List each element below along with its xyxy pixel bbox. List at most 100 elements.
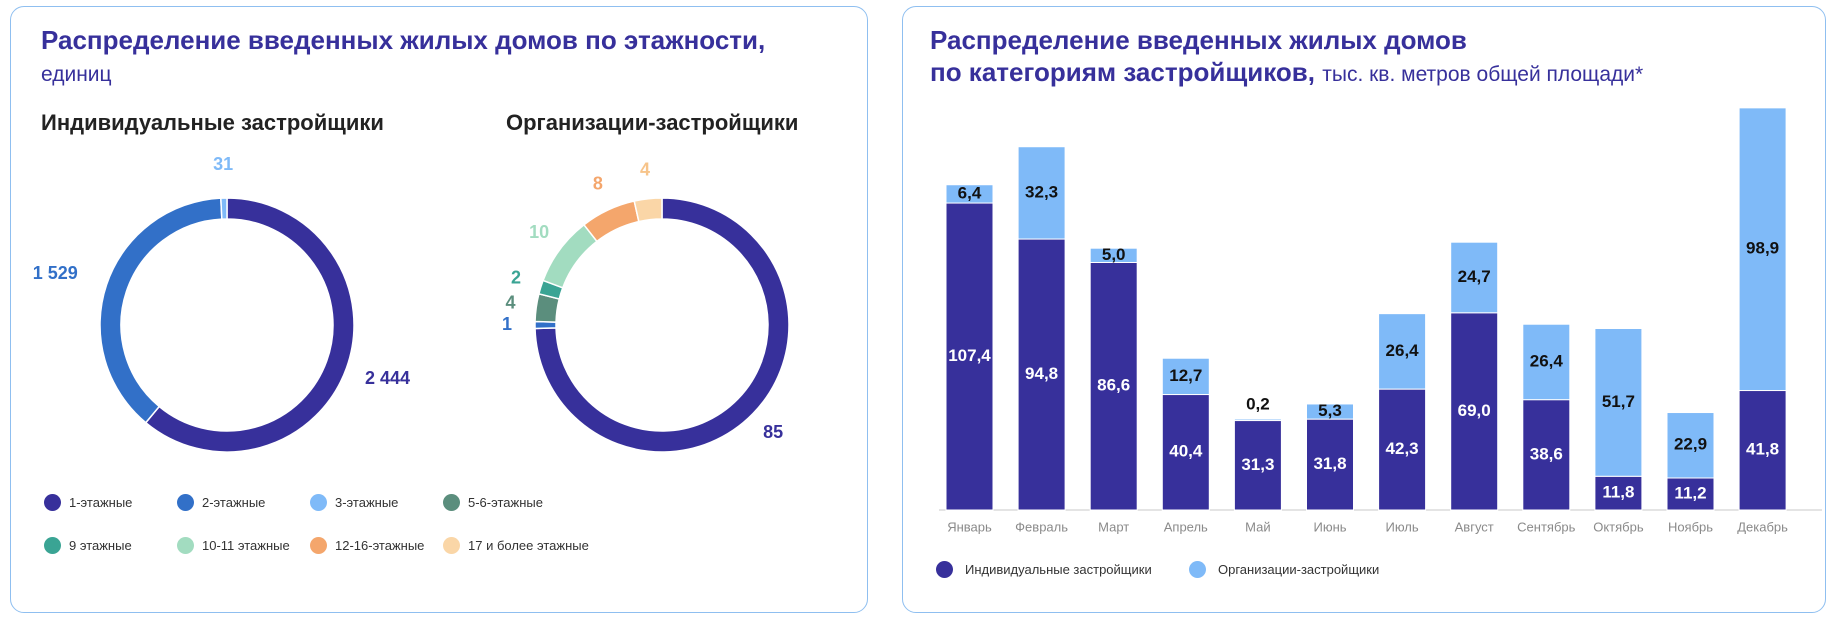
legend-swatch: [44, 537, 61, 554]
legend-label: 3-этажные: [335, 495, 399, 510]
developers-panel-title: Распределение введенных жилых домов по к…: [930, 24, 1643, 91]
x-tick-июль: Июль: [1386, 519, 1419, 534]
legend-label: 10-11 этажные: [202, 538, 290, 553]
donut2-label-9-этажные: 2: [511, 267, 521, 287]
legend-swatch: [177, 494, 194, 511]
legend-label: 1-этажные: [69, 495, 133, 510]
bar-label-individual-сентябрь: 38,6: [1530, 444, 1563, 463]
x-tick-май: Май: [1245, 519, 1270, 534]
developers-title-line2: по категориям застройщиков,: [930, 57, 1315, 87]
bar-organizations-май: [1233, 418, 1282, 422]
bar-organizations-октябрь: [1594, 328, 1643, 477]
bar-label-organizations-июнь: 5,3: [1318, 401, 1342, 420]
floors-legend-item-3-этажные: 3-этажные: [310, 494, 398, 511]
bar-organizations-сентябрь: [1522, 323, 1571, 401]
x-tick-июнь: Июнь: [1313, 519, 1346, 534]
x-tick-апрель: Апрель: [1164, 519, 1208, 534]
x-tick-сентябрь: Сентябрь: [1517, 519, 1575, 534]
legend-label: 9 этажные: [69, 538, 132, 553]
bar-individual-июль: [1378, 388, 1427, 511]
donut-organizations-title: Организации-застройщики: [506, 110, 799, 135]
x-tick-октябрь: Октябрь: [1593, 519, 1644, 534]
donut1-label-2-этажные: 1 529: [33, 263, 78, 283]
bar-label-individual-июль: 42,3: [1386, 439, 1419, 458]
donut2-label-1-этажные: 85: [763, 422, 783, 442]
donut2-slice-1-этажные: [534, 197, 790, 453]
bar-label-individual-апрель: 40,4: [1169, 442, 1203, 461]
legend-swatch: [177, 537, 194, 554]
bar-label-organizations-декабрь: 98,9: [1746, 239, 1779, 258]
bar-label-individual-ноябрь: 11,2: [1674, 483, 1706, 502]
bar-individual-август: [1450, 312, 1499, 511]
bar-individual-март: [1089, 261, 1138, 511]
legend-label: Организации-застройщики: [1218, 562, 1380, 577]
x-tick-декабрь: Декабрь: [1737, 519, 1788, 534]
donut1-label-3-этажные: 31: [213, 154, 233, 174]
donut2-label-12-16-этажные: 8: [593, 174, 603, 194]
legend-swatch: [443, 494, 460, 511]
x-tick-январь: Январь: [947, 519, 992, 534]
bar-label-individual-май: 31,3: [1241, 455, 1274, 474]
bar-individual-декабрь: [1738, 390, 1787, 511]
bar-label-individual-август: 69,0: [1458, 401, 1491, 420]
bar-organizations-апрель: [1161, 357, 1210, 396]
bar-label-individual-январь: 107,4: [948, 346, 991, 365]
bar-organizations-июнь: [1306, 403, 1354, 420]
bar-label-organizations-февраль: 32,3: [1025, 182, 1058, 201]
bar-individual-май: [1233, 420, 1282, 511]
bar-individual-апрель: [1161, 394, 1210, 511]
bar-organizations-февраль: [1017, 146, 1066, 240]
bar-label-organizations-май: 0,2: [1246, 395, 1270, 414]
x-tick-февраль: Февраль: [1015, 519, 1068, 534]
floors-legend-item-10-11-этажные: 10-11 этажные: [177, 537, 290, 554]
bar-label-individual-февраль: 94,8: [1025, 364, 1058, 383]
bar-individual-январь: [945, 202, 994, 511]
bar-label-individual-июнь: 31,8: [1313, 454, 1346, 473]
x-tick-август: Август: [1455, 519, 1494, 534]
developers-subtitle: тыс. кв. метров общей площади*: [1322, 63, 1644, 86]
donut2-label-5-6-этажные: 4: [505, 292, 515, 312]
legend-label: 12-16-этажные: [335, 538, 425, 553]
x-tick-март: Март: [1098, 519, 1129, 534]
bar-individual-ноябрь: [1666, 477, 1715, 511]
bar-individual-февраль: [1017, 238, 1066, 511]
floors-legend-item-9-этажные: 9 этажные: [44, 537, 132, 554]
bar-individual-октябрь: [1594, 475, 1643, 511]
developers-legend-item-individual: Индивидуальные застройщики: [936, 561, 1152, 578]
bar-label-individual-март: 86,6: [1097, 376, 1130, 395]
bar-organizations-январь: [945, 184, 994, 204]
bar-label-organizations-октябрь: 51,7: [1602, 392, 1635, 411]
bar-label-organizations-август: 24,7: [1458, 267, 1491, 286]
bar-label-organizations-март: 5,0: [1102, 245, 1126, 264]
donut2-label-17-и-более-этажные: 4: [640, 160, 650, 180]
legend-swatch: [310, 494, 327, 511]
floors-title-text: Распределение введенных жилых домов по э…: [41, 25, 766, 55]
x-tick-ноябрь: Ноябрь: [1668, 519, 1713, 534]
floors-legend-item-5-6-этажные: 5-6-этажные: [443, 494, 543, 511]
legend-swatch: [936, 561, 953, 578]
developers-title-line1: Распределение введенных жилых домов: [930, 25, 1467, 55]
donut2-slice-17-и-более-этажные: [633, 197, 663, 223]
floors-legend-item-1-этажные: 1-этажные: [44, 494, 132, 511]
donut2-label-10-11-этажные: 10: [529, 222, 549, 242]
legend-label: Индивидуальные застройщики: [965, 562, 1152, 577]
bar-label-organizations-июль: 26,4: [1386, 341, 1420, 360]
floors-subtitle: единиц: [41, 63, 112, 86]
bar-label-organizations-ноябрь: 22,9: [1674, 435, 1707, 454]
bar-individual-сентябрь: [1522, 399, 1571, 511]
bar-organizations-июль: [1378, 313, 1427, 390]
legend-label: 17 и более этажные: [468, 538, 589, 553]
bar-label-organizations-январь: 6,4: [958, 183, 982, 202]
floors-legend-item-17-и-более-этажные: 17 и более этажные: [443, 537, 589, 554]
bar-organizations-март: [1089, 247, 1138, 263]
floors-legend-item-2-этажные: 2-этажные: [177, 494, 265, 511]
floors-panel-title: Распределение введенных жилых домов по э…: [41, 24, 765, 91]
floors-legend-item-12-16-этажные: 12-16-этажные: [310, 537, 424, 554]
bar-label-organizations-сентябрь: 26,4: [1530, 351, 1564, 370]
legend-swatch: [443, 537, 460, 554]
donut-individual-title: Индивидуальные застройщики: [41, 110, 384, 135]
bar-label-individual-октябрь: 11,8: [1602, 483, 1634, 502]
donut2-label-2-этажные: 1: [502, 314, 512, 334]
